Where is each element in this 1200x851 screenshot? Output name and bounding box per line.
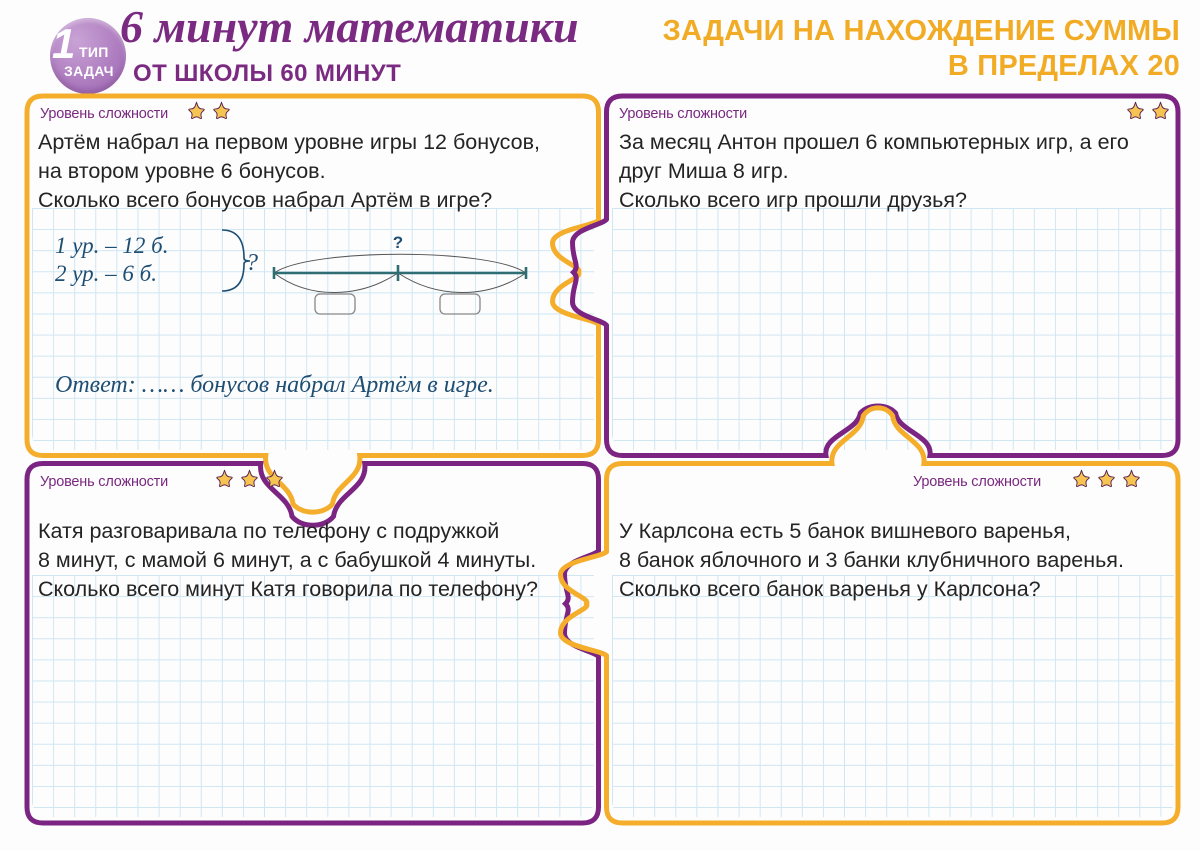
svg-text:?: ? — [393, 233, 403, 252]
